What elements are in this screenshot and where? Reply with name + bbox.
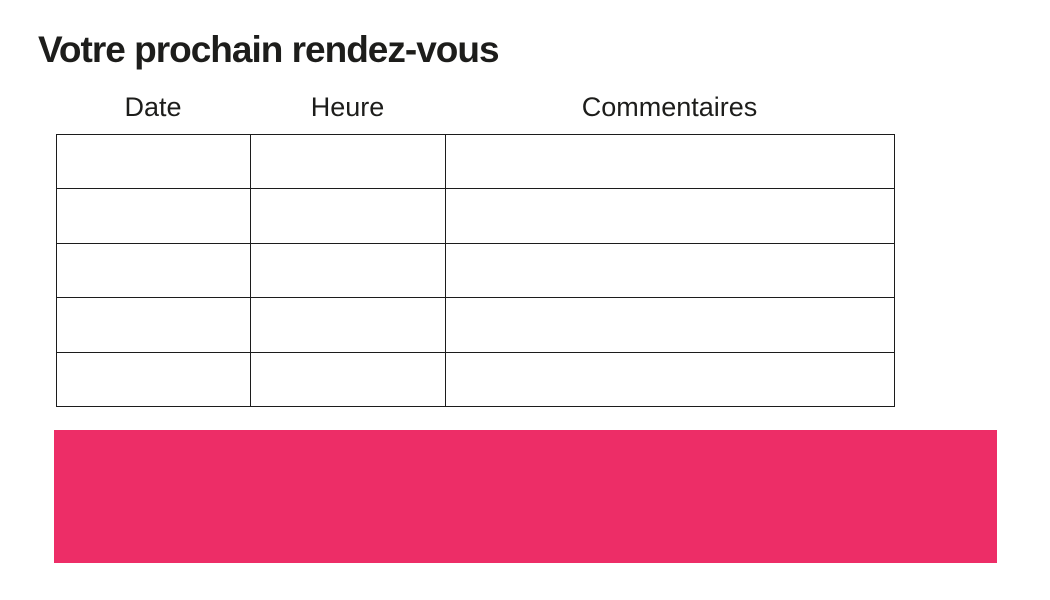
table-cell	[250, 351, 446, 407]
table-cell	[445, 188, 895, 244]
column-header-commentaires: Commentaires	[581, 92, 758, 122]
table-cell	[445, 133, 895, 190]
table-cell	[250, 242, 446, 299]
table-cell	[56, 133, 251, 190]
table-row	[56, 188, 895, 244]
table-cell	[250, 297, 446, 353]
table-column-headers: Date Heure Commentaires	[56, 94, 894, 121]
table-cell	[56, 297, 251, 353]
table-row	[56, 351, 895, 407]
table-cell	[56, 242, 251, 299]
table-row	[56, 297, 895, 353]
column-header-heure: Heure	[310, 92, 385, 122]
appointments-table	[56, 133, 895, 407]
table-cell	[445, 242, 895, 299]
table-row	[56, 133, 895, 190]
pink-banner	[54, 430, 997, 563]
table-cell	[445, 297, 895, 353]
table-row	[56, 242, 895, 299]
table-cell	[56, 188, 251, 244]
table-cell	[445, 351, 895, 407]
appointments-table-body	[56, 133, 895, 407]
page-title: Votre prochain rendez-vous	[38, 29, 500, 70]
column-header-date: Date	[124, 92, 182, 122]
table-cell	[56, 351, 251, 407]
table-cell	[250, 133, 446, 190]
table-cell	[250, 188, 446, 244]
